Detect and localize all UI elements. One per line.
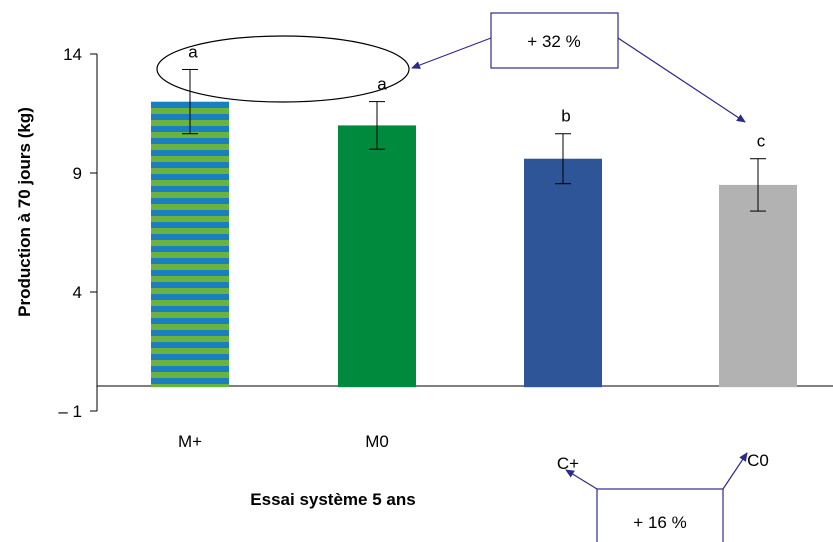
- y-tick-label: 14: [63, 45, 82, 64]
- bar-M+: [151, 101, 229, 388]
- arrow-left-32: [411, 37, 492, 69]
- significance-letter: c: [757, 132, 766, 151]
- bar-C+: [524, 158, 602, 388]
- y-tick-label: 9: [73, 164, 82, 183]
- arrow-right-32: [617, 37, 746, 123]
- y-ticks: 14 9 4 – 1: [58, 45, 97, 421]
- bar-C0: [719, 184, 797, 388]
- arrow-right-16: [722, 452, 748, 490]
- bar-M0: [338, 125, 416, 388]
- bars: a a b c: [151, 42, 797, 388]
- annotation-box-16: [596, 488, 724, 542]
- x-category-labels: M+ M0 C+ C0: [178, 432, 769, 473]
- x-tick-label: M0: [365, 432, 389, 451]
- annotation-box-32: [490, 12, 619, 69]
- significance-letter: b: [561, 107, 570, 126]
- arrow-left-16: [565, 469, 598, 490]
- annotation-text-32: + 32 %: [527, 32, 580, 51]
- highlight-ellipse: [156, 35, 410, 103]
- x-tick-label: C+: [557, 454, 579, 473]
- x-tick-label: C0: [747, 451, 769, 470]
- y-tick-label: 4: [73, 283, 82, 302]
- y-axis-title: Production à 70 jours (kg): [15, 107, 34, 317]
- x-axis-title: Essai système 5 ans: [250, 490, 415, 509]
- x-tick-label: M+: [178, 432, 202, 451]
- significance-letter: a: [188, 42, 198, 61]
- y-tick-label: – 1: [58, 402, 82, 421]
- significance-letter: a: [377, 75, 387, 94]
- annotation-text-16: + 16 %: [633, 513, 686, 532]
